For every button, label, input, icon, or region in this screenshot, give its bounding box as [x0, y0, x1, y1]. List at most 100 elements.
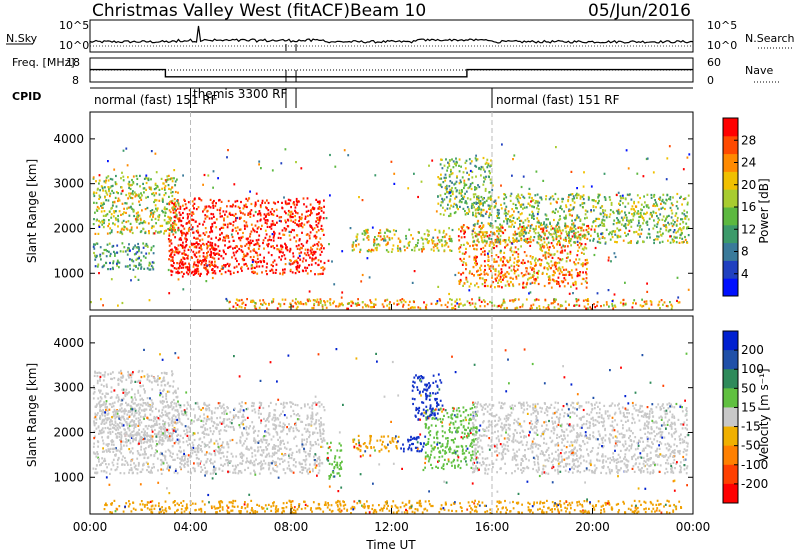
power-cell — [114, 223, 116, 226]
power-cell — [668, 197, 670, 200]
power-cell — [185, 243, 188, 247]
power-cell — [648, 228, 650, 231]
power-cell — [112, 222, 114, 225]
power-cell — [518, 216, 520, 219]
power-cell — [322, 211, 325, 214]
power-cell — [161, 187, 163, 190]
velocity-cell — [120, 431, 123, 434]
power-cell — [639, 215, 642, 218]
power-cell — [231, 235, 234, 239]
power-cell — [578, 246, 581, 249]
power-cell — [170, 273, 173, 277]
power-cell — [387, 250, 390, 253]
power-cell — [624, 303, 627, 306]
power-cell — [323, 247, 325, 250]
power-cell — [491, 189, 494, 192]
power-cell — [157, 218, 160, 221]
power-cell — [576, 272, 579, 275]
power-cell — [650, 303, 653, 306]
power-cell — [549, 254, 552, 257]
power-cell — [138, 193, 140, 196]
power-cell — [292, 202, 295, 205]
power-cell — [521, 305, 524, 308]
power-cell — [184, 237, 186, 240]
velocity-cell — [219, 402, 221, 405]
power-cell — [460, 201, 463, 204]
power-cell — [170, 270, 173, 273]
power-cell — [602, 209, 604, 212]
power-cell — [665, 304, 668, 308]
power-cell — [437, 202, 440, 205]
power-cell — [585, 273, 588, 276]
power-cell — [484, 187, 487, 191]
power-cell — [647, 232, 650, 235]
velocity-cell — [268, 433, 271, 436]
power-cell — [298, 216, 301, 219]
power-cell — [473, 206, 475, 209]
power-cell — [575, 192, 578, 195]
power-cell — [565, 230, 568, 233]
power-cell — [670, 303, 673, 306]
velocity-cell — [169, 435, 171, 438]
power-cell — [664, 202, 667, 205]
power-cell — [197, 270, 200, 273]
power-cell — [449, 212, 452, 215]
sky-noise-label: N.Sky — [6, 32, 38, 45]
power-cell — [397, 237, 400, 240]
power-cell — [166, 175, 169, 178]
power-cell — [670, 235, 672, 238]
power-cell — [561, 197, 564, 200]
velocity-cell — [172, 392, 175, 395]
power-cell — [567, 237, 570, 240]
power-cell — [464, 200, 467, 203]
power-cell — [300, 302, 303, 305]
velocity-cell — [150, 438, 152, 441]
power-cell — [116, 262, 118, 265]
power-cell — [171, 230, 173, 233]
power-cell — [515, 251, 518, 254]
power-cell — [285, 212, 287, 215]
power-cell — [548, 265, 551, 268]
power-cell — [178, 271, 181, 274]
power-cell — [490, 237, 493, 241]
power-cell — [310, 211, 312, 214]
power-cell — [479, 269, 482, 272]
power-cell — [409, 306, 412, 309]
power-cell — [232, 305, 235, 308]
power-cell — [117, 225, 119, 228]
power-cell — [283, 227, 286, 230]
velocity-cell — [187, 425, 190, 428]
power-cell — [510, 225, 512, 228]
power-cell — [651, 214, 653, 217]
power-cell — [468, 210, 471, 213]
power-cell — [459, 257, 462, 261]
power-cell — [388, 303, 391, 306]
power-cell — [449, 194, 452, 197]
power-cell — [202, 223, 204, 226]
power-cell — [245, 243, 248, 246]
power-cell — [316, 225, 319, 228]
power-cell — [473, 256, 476, 259]
power-cell — [320, 209, 323, 212]
power-cell — [527, 192, 530, 195]
power-cell — [242, 231, 244, 235]
power-cell — [152, 245, 155, 248]
power-cell — [198, 197, 201, 201]
power-cell — [596, 292, 599, 295]
power-cell — [388, 307, 391, 310]
power-cell — [295, 266, 298, 269]
power-cell — [132, 268, 135, 271]
power-cell — [450, 170, 452, 173]
power-cell — [557, 257, 560, 260]
power-cell — [188, 271, 191, 274]
power-cell — [585, 307, 587, 310]
power-cell — [462, 261, 465, 264]
power-cell — [487, 264, 489, 267]
power-cell — [642, 175, 645, 178]
power-cell — [557, 276, 560, 279]
power-cell — [102, 226, 105, 229]
power-cell — [321, 304, 324, 307]
power-cell — [510, 264, 513, 267]
power-cell — [553, 253, 556, 256]
power-cell — [607, 289, 610, 292]
